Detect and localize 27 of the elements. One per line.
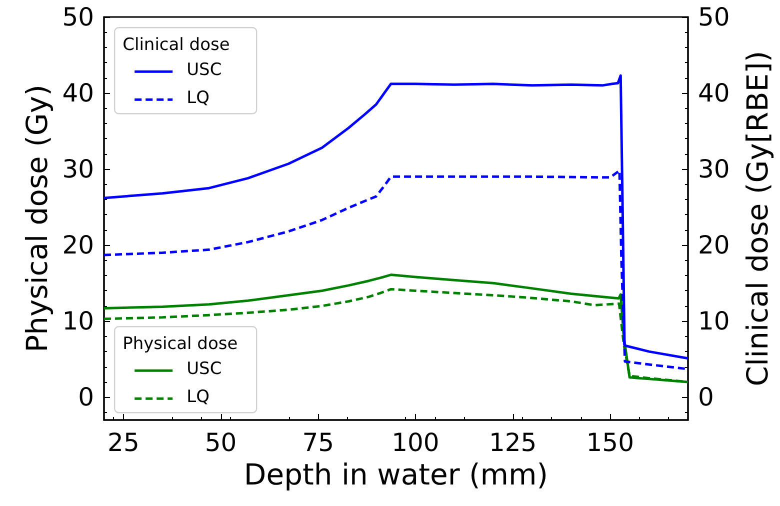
text: Physical dose [122,334,238,354]
x-tick-label: 75 [302,428,334,457]
legend-label: LQ [186,88,210,108]
y2-tick-label: 10 [698,306,730,336]
legend-label: LQ [186,387,210,408]
y-tick-label: 10 [62,306,94,336]
y-tick-label: 0 [78,382,94,412]
text: Clinical dose [122,35,230,56]
y2-tick-label: 0 [698,382,714,412]
y2-axis-title: Clinical dose (Gy[RBE]) [740,50,774,386]
y2-tick-label: 50 [698,2,730,32]
x-tick-label: 150 [586,428,634,457]
y-tick-label: 50 [62,2,94,32]
y-axis-title: Physical dose (Gy) [20,84,54,352]
x-tick-label: 100 [392,428,440,457]
x-tick-label: 125 [488,428,537,457]
legend-label: USC [186,359,222,380]
y2-tick-label: 40 [698,78,730,108]
x-axis-title: Depth in water (mm) [244,457,548,492]
y-tick-label: 30 [62,154,94,184]
y2-tick-label: 20 [698,230,730,260]
y-tick-label: 20 [62,230,94,260]
legend-label: USC [186,60,222,80]
x-tick-label: 25 [108,428,140,457]
y2-tick-label: 30 [698,154,730,184]
x-tick-label: 50 [204,428,237,457]
y-tick-label: 40 [62,78,94,108]
